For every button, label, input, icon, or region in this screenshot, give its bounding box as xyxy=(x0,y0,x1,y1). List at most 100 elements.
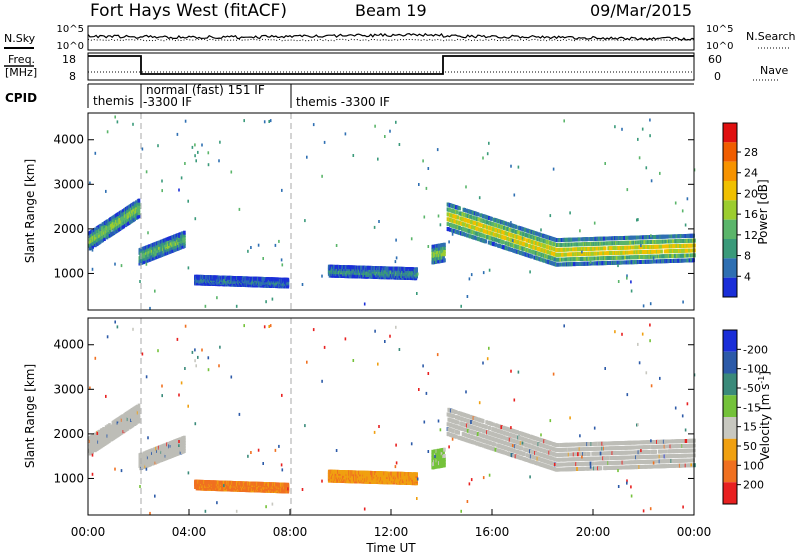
echo-band xyxy=(446,202,557,267)
echo-cell xyxy=(690,258,692,262)
echo-cell xyxy=(163,443,167,448)
echo-cell xyxy=(133,415,136,420)
echo-cell xyxy=(679,234,683,239)
echo-cell xyxy=(466,233,470,238)
echo-cell xyxy=(335,244,338,247)
echo-cell xyxy=(530,254,534,259)
echo-cell xyxy=(243,119,245,123)
echo-cell xyxy=(137,201,141,206)
echo-cell xyxy=(178,237,182,242)
echo-cell xyxy=(632,260,636,265)
echo-cell xyxy=(114,217,117,222)
echo-cell xyxy=(579,242,583,247)
echo-cell xyxy=(488,141,490,145)
echo-cell xyxy=(111,433,115,438)
echo-cell xyxy=(425,186,428,190)
echo-cell xyxy=(102,427,105,431)
echo-cell xyxy=(443,249,446,253)
echo-cell xyxy=(286,482,290,487)
echo-cell xyxy=(439,246,443,251)
echo-cell xyxy=(586,237,589,242)
echo-cell xyxy=(671,254,674,258)
echo-cell xyxy=(511,239,514,243)
echo-cell xyxy=(470,273,473,277)
echo-cell xyxy=(635,240,639,245)
echo-cell xyxy=(108,438,111,443)
echo-cell xyxy=(668,239,672,244)
echo-cell xyxy=(543,258,546,263)
echo-cell xyxy=(135,200,138,205)
echo-cell xyxy=(137,416,141,421)
echo-cell xyxy=(247,249,249,253)
echo-cell xyxy=(663,234,667,239)
echo-cell xyxy=(183,236,186,240)
colorbar-swatch xyxy=(723,123,737,143)
echo-cell xyxy=(483,234,487,239)
echo-cell xyxy=(553,258,556,261)
echo-cell xyxy=(194,217,197,221)
colorbar-swatch xyxy=(723,200,737,220)
echo-cell xyxy=(455,210,459,215)
echo-cell xyxy=(152,460,156,465)
echo-cell xyxy=(616,236,620,241)
echo-cell xyxy=(147,231,149,235)
echo-cell xyxy=(432,244,435,249)
echo-cell xyxy=(477,237,481,242)
noise-sky-series xyxy=(87,32,695,41)
colorbar-swatch xyxy=(723,161,737,181)
echo-cell xyxy=(195,159,197,163)
echo-cell xyxy=(603,251,607,256)
echo-cell xyxy=(577,262,580,266)
echo-cell xyxy=(539,232,542,237)
echo-cell xyxy=(223,279,225,283)
echo-cell xyxy=(595,246,599,251)
echo-cell xyxy=(614,246,617,251)
echo-cell xyxy=(626,235,630,240)
echo-cell xyxy=(178,437,182,442)
echo-cell xyxy=(415,267,418,272)
echo-cell xyxy=(173,450,176,455)
echo-cell xyxy=(615,255,619,260)
echo-cell xyxy=(105,235,109,240)
echo-cell xyxy=(637,218,639,222)
echo-cell xyxy=(136,417,139,422)
noise-right-tick-bottom: 10^0 xyxy=(706,41,733,52)
echo-cell xyxy=(99,431,103,436)
echo-cell xyxy=(132,122,134,126)
echo-cell xyxy=(157,458,161,463)
echo-band xyxy=(88,403,141,456)
echo-cell xyxy=(183,238,186,243)
echo-cell xyxy=(640,245,643,250)
echo-cell xyxy=(312,123,315,127)
echo-cell xyxy=(486,220,489,225)
echo-cell xyxy=(204,304,207,308)
freq-left-tick-bottom: 8 xyxy=(69,70,76,83)
echo-cell xyxy=(666,234,669,239)
echo-cell xyxy=(443,245,446,250)
echo-cell xyxy=(678,244,682,248)
echo-cell xyxy=(133,217,136,221)
echo-cell xyxy=(91,244,94,249)
echo-cell xyxy=(162,246,166,251)
echo-cell xyxy=(660,244,663,249)
echo-cell xyxy=(631,250,635,255)
echo-cell xyxy=(649,244,652,249)
echo-cell xyxy=(130,421,133,426)
echo-cell xyxy=(477,217,481,222)
echo-cell xyxy=(133,201,136,206)
echo-cell xyxy=(106,130,109,134)
echo-cell xyxy=(137,419,141,424)
echo-cell xyxy=(183,443,186,448)
echo-cell xyxy=(114,262,116,266)
echo-cell xyxy=(674,249,678,253)
echo-cell xyxy=(496,233,499,238)
echo-cell xyxy=(478,222,482,227)
echo-cell xyxy=(466,295,469,298)
echo-cell xyxy=(140,452,143,457)
echo-cell xyxy=(105,189,107,193)
echo-cell xyxy=(552,167,555,171)
echo-cell xyxy=(653,254,657,259)
echo-cell xyxy=(481,219,485,223)
noise-left-tick-bottom: 10^0 xyxy=(57,41,84,52)
echo-cell xyxy=(183,233,186,238)
